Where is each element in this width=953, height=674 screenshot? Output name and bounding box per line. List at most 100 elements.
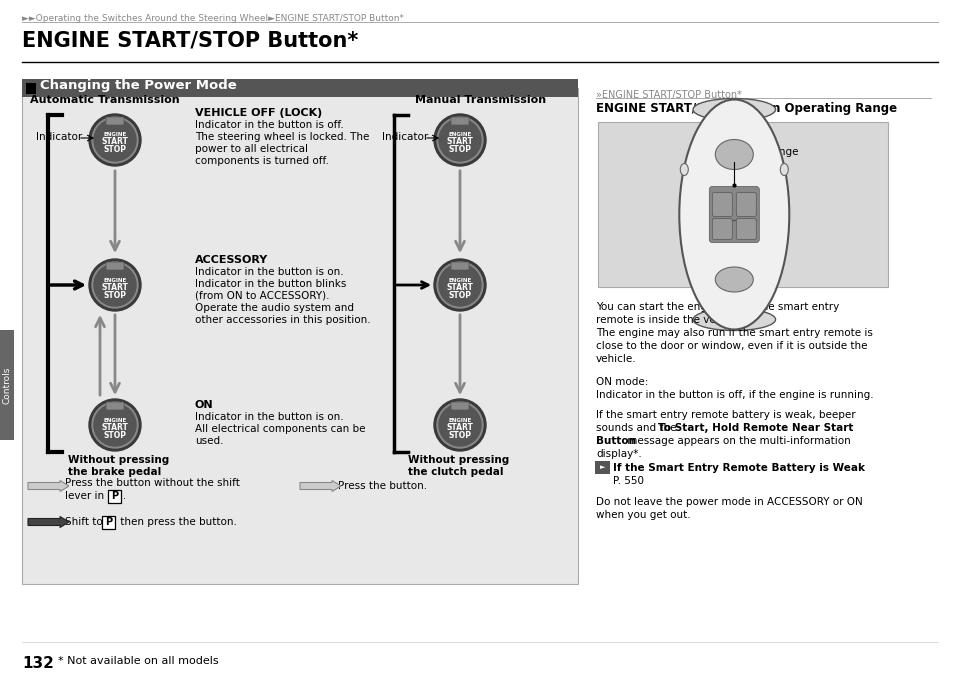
Circle shape bbox=[436, 402, 482, 448]
Text: the clutch pedal: the clutch pedal bbox=[408, 467, 503, 477]
Text: ACCESSORY: ACCESSORY bbox=[194, 255, 268, 265]
Text: START: START bbox=[446, 137, 473, 146]
Text: display*.: display*. bbox=[596, 449, 641, 459]
Text: P: P bbox=[111, 491, 118, 501]
Text: Do not leave the power mode in ACCESSORY or ON: Do not leave the power mode in ACCESSORY… bbox=[596, 497, 862, 507]
Text: Without pressing: Without pressing bbox=[68, 455, 169, 465]
Circle shape bbox=[434, 259, 485, 311]
Circle shape bbox=[434, 114, 485, 166]
Text: STOP: STOP bbox=[448, 431, 471, 439]
Text: Press the button without the shift: Press the button without the shift bbox=[65, 478, 239, 488]
Ellipse shape bbox=[692, 98, 775, 121]
Circle shape bbox=[91, 402, 138, 448]
Text: START: START bbox=[101, 282, 129, 291]
Text: Indicator in the button is off, if the engine is running.: Indicator in the button is off, if the e… bbox=[596, 390, 873, 400]
Text: STOP: STOP bbox=[103, 146, 127, 154]
Circle shape bbox=[94, 404, 136, 446]
Text: ENGINE START/STOP Button*: ENGINE START/STOP Button* bbox=[22, 30, 358, 50]
Circle shape bbox=[89, 259, 141, 311]
Text: ON: ON bbox=[194, 400, 213, 410]
Text: ENGINE: ENGINE bbox=[448, 278, 471, 282]
FancyBboxPatch shape bbox=[22, 88, 578, 584]
Text: P: P bbox=[105, 517, 112, 527]
FancyBboxPatch shape bbox=[736, 218, 756, 239]
Circle shape bbox=[438, 119, 480, 161]
Circle shape bbox=[89, 114, 141, 166]
Text: components is turned off.: components is turned off. bbox=[194, 156, 329, 166]
FancyBboxPatch shape bbox=[108, 490, 121, 503]
FancyBboxPatch shape bbox=[712, 218, 732, 239]
Text: power to all electrical: power to all electrical bbox=[194, 144, 308, 154]
Text: ENGINE: ENGINE bbox=[448, 417, 471, 423]
Text: ENGINE: ENGINE bbox=[103, 133, 127, 137]
Text: ON mode:: ON mode: bbox=[596, 377, 648, 387]
Text: used.: used. bbox=[194, 436, 223, 446]
Circle shape bbox=[94, 119, 136, 161]
Text: vehicle.: vehicle. bbox=[596, 354, 636, 364]
Text: Manual Transmission: Manual Transmission bbox=[415, 95, 545, 105]
Text: VEHICLE OFF (LOCK): VEHICLE OFF (LOCK) bbox=[194, 108, 322, 118]
Circle shape bbox=[89, 399, 141, 451]
Text: ENGINE: ENGINE bbox=[103, 417, 127, 423]
Ellipse shape bbox=[715, 267, 753, 292]
Text: »ENGINE START/STOP Button*: »ENGINE START/STOP Button* bbox=[596, 90, 741, 100]
Text: ►: ► bbox=[599, 464, 604, 470]
FancyBboxPatch shape bbox=[595, 461, 609, 474]
Text: START: START bbox=[101, 423, 129, 431]
Text: then press the button.: then press the button. bbox=[117, 517, 236, 527]
Text: (from ON to ACCESSORY).: (from ON to ACCESSORY). bbox=[194, 291, 329, 301]
Text: The engine may also run if the smart entry remote is: The engine may also run if the smart ent… bbox=[596, 328, 872, 338]
Text: Indicator in the button blinks: Indicator in the button blinks bbox=[194, 279, 346, 289]
Circle shape bbox=[91, 117, 138, 163]
Text: You can start the engine when the smart entry: You can start the engine when the smart … bbox=[596, 302, 839, 312]
Ellipse shape bbox=[715, 140, 753, 169]
FancyBboxPatch shape bbox=[712, 193, 732, 216]
Text: Controls: Controls bbox=[3, 366, 11, 404]
Text: STOP: STOP bbox=[103, 290, 127, 299]
Text: Button: Button bbox=[596, 436, 636, 446]
FancyArrow shape bbox=[28, 481, 69, 491]
Text: close to the door or window, even if it is outside the: close to the door or window, even if it … bbox=[596, 341, 866, 351]
Circle shape bbox=[436, 117, 482, 163]
Text: Shift to: Shift to bbox=[65, 517, 106, 527]
Text: 132: 132 bbox=[22, 656, 53, 671]
Text: sounds and the: sounds and the bbox=[596, 423, 679, 433]
Text: Indicator: Indicator bbox=[381, 132, 428, 142]
Text: message appears on the multi-information: message appears on the multi-information bbox=[623, 436, 849, 446]
Text: STOP: STOP bbox=[103, 431, 127, 439]
Text: If the Smart Entry Remote Battery is Weak: If the Smart Entry Remote Battery is Wea… bbox=[613, 463, 864, 473]
Text: ENGINE: ENGINE bbox=[448, 133, 471, 137]
FancyBboxPatch shape bbox=[598, 122, 887, 287]
FancyBboxPatch shape bbox=[0, 330, 14, 440]
Text: Automatic Transmission: Automatic Transmission bbox=[30, 95, 179, 105]
Text: Without pressing: Without pressing bbox=[408, 455, 509, 465]
FancyBboxPatch shape bbox=[106, 262, 124, 270]
Ellipse shape bbox=[679, 100, 788, 330]
Text: START: START bbox=[101, 137, 129, 146]
Text: Indicator: Indicator bbox=[36, 132, 82, 142]
Text: ►►Operating the Switches Around the Steering Wheel►ENGINE START/STOP Button*: ►►Operating the Switches Around the Stee… bbox=[22, 14, 403, 23]
FancyBboxPatch shape bbox=[106, 117, 124, 125]
Text: other accessories in this position.: other accessories in this position. bbox=[194, 315, 370, 325]
Ellipse shape bbox=[692, 309, 775, 330]
Text: START: START bbox=[446, 282, 473, 291]
Text: Indicator in the button is off.: Indicator in the button is off. bbox=[194, 120, 343, 130]
Text: If the smart entry remote battery is weak, beeper: If the smart entry remote battery is wea… bbox=[596, 410, 855, 420]
Ellipse shape bbox=[780, 164, 787, 175]
Text: All electrical components can be: All electrical components can be bbox=[194, 424, 365, 434]
FancyBboxPatch shape bbox=[106, 402, 124, 410]
Text: remote is inside the vehicle.: remote is inside the vehicle. bbox=[596, 315, 743, 325]
Text: the brake pedal: the brake pedal bbox=[68, 467, 161, 477]
Circle shape bbox=[438, 404, 480, 446]
FancyBboxPatch shape bbox=[736, 193, 756, 216]
Text: lever in: lever in bbox=[65, 491, 104, 501]
FancyBboxPatch shape bbox=[709, 187, 759, 243]
FancyBboxPatch shape bbox=[451, 402, 469, 410]
FancyArrow shape bbox=[28, 516, 69, 528]
Circle shape bbox=[91, 262, 138, 308]
FancyBboxPatch shape bbox=[26, 83, 36, 94]
Circle shape bbox=[436, 262, 482, 308]
Text: * Not available on all models: * Not available on all models bbox=[58, 656, 218, 666]
Text: P. 550: P. 550 bbox=[613, 476, 643, 486]
Text: ENGINE START/STOP Button Operating Range: ENGINE START/STOP Button Operating Range bbox=[596, 102, 896, 115]
